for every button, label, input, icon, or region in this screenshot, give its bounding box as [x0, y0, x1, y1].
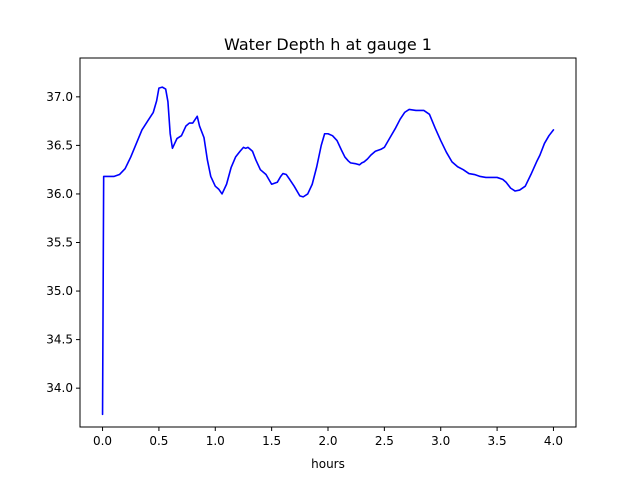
x-tick-label: 0.0 — [93, 434, 112, 448]
y-tick-label: 34.5 — [46, 333, 73, 347]
y-tick-label: 35.5 — [46, 236, 73, 250]
y-tick-label: 34.0 — [46, 381, 73, 395]
y-axis-ticks: 34.0 34.5 35.0 35.5 36.0 36.5 37.0 — [46, 90, 80, 395]
x-tick-label: 0.5 — [149, 434, 168, 448]
x-tick-label: 1.5 — [262, 434, 281, 448]
y-tick-label: 36.0 — [46, 187, 73, 201]
x-tick-label: 3.5 — [488, 434, 507, 448]
x-axis-ticks: 0.0 0.5 1.0 1.5 2.0 2.5 3.0 3.5 4.0 — [93, 427, 563, 448]
y-tick-label: 35.0 — [46, 284, 73, 298]
x-tick-label: 2.5 — [375, 434, 394, 448]
y-tick-label: 36.5 — [46, 138, 73, 152]
series-line-0 — [101, 86, 555, 416]
series-layer — [101, 86, 555, 416]
x-tick-label: 2.0 — [318, 434, 337, 448]
x-axis-label: hours — [311, 457, 345, 471]
x-tick-label: 4.0 — [544, 434, 563, 448]
x-tick-label: 3.0 — [431, 434, 450, 448]
y-tick-label: 37.0 — [46, 90, 73, 104]
chart-title: Water Depth h at gauge 1 — [224, 35, 432, 54]
x-tick-label: 1.0 — [206, 434, 225, 448]
